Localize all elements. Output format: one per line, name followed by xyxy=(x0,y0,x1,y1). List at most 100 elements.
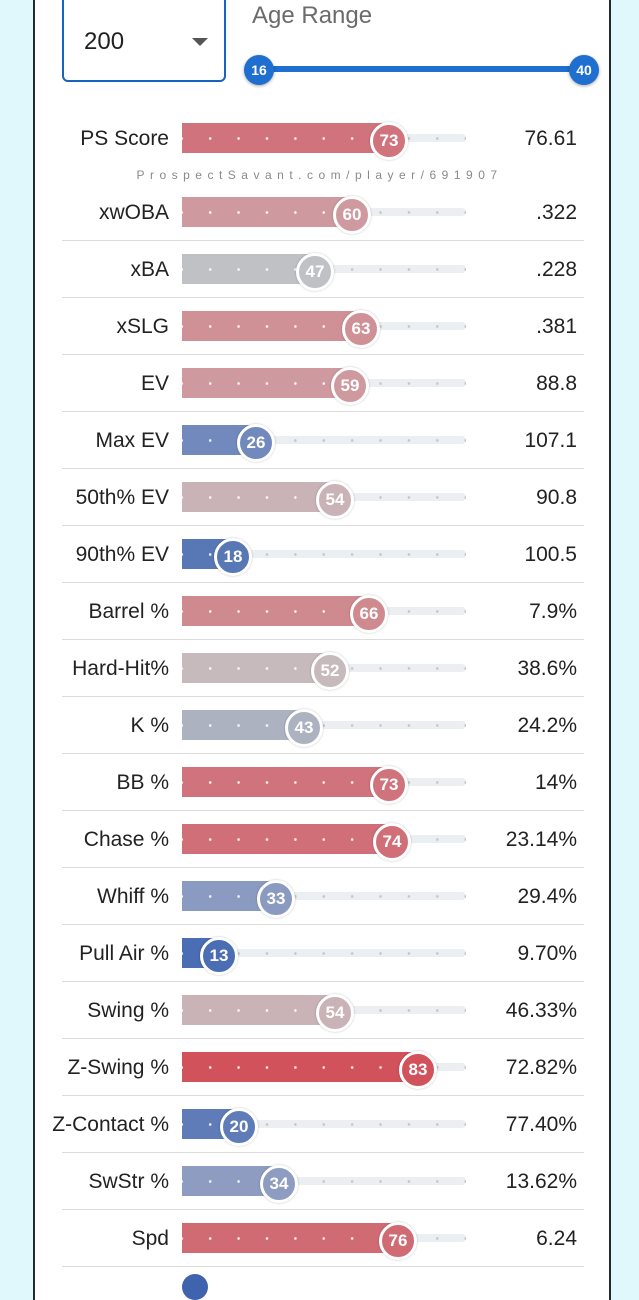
metric-row: xSLG 63 .381 xyxy=(0,298,639,355)
row-divider xyxy=(62,240,584,241)
metric-row: 90th% EV 18 100.5 xyxy=(0,526,639,583)
metric-value: 90.8 xyxy=(536,486,577,509)
percentile-track-ticks xyxy=(182,439,466,442)
metric-label: 50th% EV xyxy=(75,486,169,509)
metric-row: xwOBA 60 .322 xyxy=(0,184,639,241)
percentile-track-ticks xyxy=(182,1123,466,1126)
metric-label: 90th% EV xyxy=(75,543,169,566)
metric-value: 13.62% xyxy=(505,1170,577,1193)
row-divider xyxy=(62,1152,584,1153)
percentile-bubble: 54 xyxy=(316,481,354,519)
metric-row: SwStr % 34 13.62% xyxy=(0,1153,639,1210)
metric-value: 23.14% xyxy=(505,828,577,851)
metric-value: 29.4% xyxy=(517,885,577,908)
percentile-bar-ticks xyxy=(182,496,335,499)
percentile-bubble: 52 xyxy=(311,652,349,690)
percentile-bar-ticks xyxy=(182,1123,239,1126)
percentile-bar-ticks xyxy=(182,895,276,898)
metric-value: 24.2% xyxy=(517,714,577,737)
percentile-bar-ticks xyxy=(182,838,392,841)
watermark: ProspectSavant.com/player/691907 xyxy=(136,168,503,182)
metric-row: xBA 47 .228 xyxy=(0,241,639,298)
metric-label: EV xyxy=(140,372,169,395)
filter-select[interactable]: 200 xyxy=(62,0,226,82)
percentile-bubble: 43 xyxy=(285,709,323,747)
metric-value: .228 xyxy=(536,258,577,281)
percentile-bubble: 73 xyxy=(370,766,408,804)
row-divider xyxy=(62,525,584,526)
metric-row: Z-Swing % 83 72.82% xyxy=(0,1039,639,1096)
percentile-bar-ticks xyxy=(182,610,369,613)
metric-row: Hard-Hit% 52 38.6% xyxy=(0,640,639,697)
filter-select-value: 200 xyxy=(84,28,125,55)
percentile-bar-ticks xyxy=(182,325,361,328)
age-range-max-handle[interactable]: 40 xyxy=(569,55,599,85)
row-divider xyxy=(62,981,584,982)
metric-label: Pull Air % xyxy=(79,942,169,965)
percentile-bubble: 73 xyxy=(370,122,408,160)
age-range-slider-track[interactable] xyxy=(258,66,584,72)
row-divider xyxy=(62,468,584,469)
percentile-bar-ticks xyxy=(182,439,256,442)
percentile-bar-ticks xyxy=(182,1009,335,1012)
metric-label: Z-Contact % xyxy=(52,1113,169,1136)
percentile-bar-ticks xyxy=(182,667,330,670)
percentile-bubble-partial xyxy=(182,1274,208,1300)
metric-row: K % 43 24.2% xyxy=(0,697,639,754)
age-range-label: Age Range xyxy=(252,2,373,29)
metric-label: Whiff % xyxy=(97,885,169,908)
row-divider xyxy=(62,753,584,754)
metric-label: Swing % xyxy=(87,999,169,1022)
percentile-bar-ticks xyxy=(182,1237,398,1240)
metric-label: BB % xyxy=(116,771,169,794)
metric-value: 9.70% xyxy=(517,942,577,965)
metric-label: Max EV xyxy=(95,429,169,452)
percentile-track-ticks xyxy=(182,952,466,955)
metric-label: xBA xyxy=(130,258,169,281)
row-divider xyxy=(62,1095,584,1096)
percentile-bubble: 63 xyxy=(342,310,380,348)
metric-row: BB % 73 14% xyxy=(0,754,639,811)
row-divider xyxy=(62,1266,584,1267)
metric-value: 46.33% xyxy=(505,999,577,1022)
percentile-track-ticks xyxy=(182,553,466,556)
metric-value: 14% xyxy=(534,771,577,794)
metric-label: Barrel % xyxy=(88,600,169,623)
row-divider xyxy=(62,810,584,811)
metric-value: .322 xyxy=(536,201,577,224)
percentile-bubble: 74 xyxy=(373,823,411,861)
percentile-bubble: 47 xyxy=(296,253,334,291)
percentile-bubble: 20 xyxy=(220,1108,258,1146)
row-divider xyxy=(62,696,584,697)
metric-row: Swing % 54 46.33% xyxy=(0,982,639,1039)
age-range-min-handle[interactable]: 16 xyxy=(244,55,274,85)
metric-value: 38.6% xyxy=(517,657,577,680)
percentile-bubble: 83 xyxy=(399,1051,437,1089)
row-divider xyxy=(62,1038,584,1039)
row-divider xyxy=(62,411,584,412)
percentile-bar-ticks xyxy=(182,781,389,784)
percentile-bubble: 18 xyxy=(214,538,252,576)
row-divider xyxy=(62,297,584,298)
chevron-down-icon[interactable] xyxy=(192,38,208,46)
metric-value: 88.8 xyxy=(536,372,577,395)
percentile-bubble: 13 xyxy=(200,937,238,975)
metric-value: 107.1 xyxy=(524,429,577,452)
percentile-bar-ticks xyxy=(182,211,352,214)
row-divider xyxy=(62,867,584,868)
percentile-bar-ticks xyxy=(182,724,304,727)
percentile-bubble: 76 xyxy=(379,1222,417,1260)
row-divider xyxy=(62,354,584,355)
metric-value: 72.82% xyxy=(505,1056,577,1079)
percentile-bubble: 26 xyxy=(237,424,275,462)
percentile-track-ticks xyxy=(182,724,466,727)
metric-row: Whiff % 33 29.4% xyxy=(0,868,639,925)
metric-value: 7.9% xyxy=(529,600,577,623)
metric-row: Max EV 26 107.1 xyxy=(0,412,639,469)
row-divider xyxy=(62,1209,584,1210)
percentile-bubble: 60 xyxy=(333,196,371,234)
metric-label: SwStr % xyxy=(88,1170,169,1193)
metric-value: 77.40% xyxy=(505,1113,577,1136)
metric-value: 100.5 xyxy=(524,543,577,566)
percentile-bar-ticks xyxy=(182,268,315,271)
